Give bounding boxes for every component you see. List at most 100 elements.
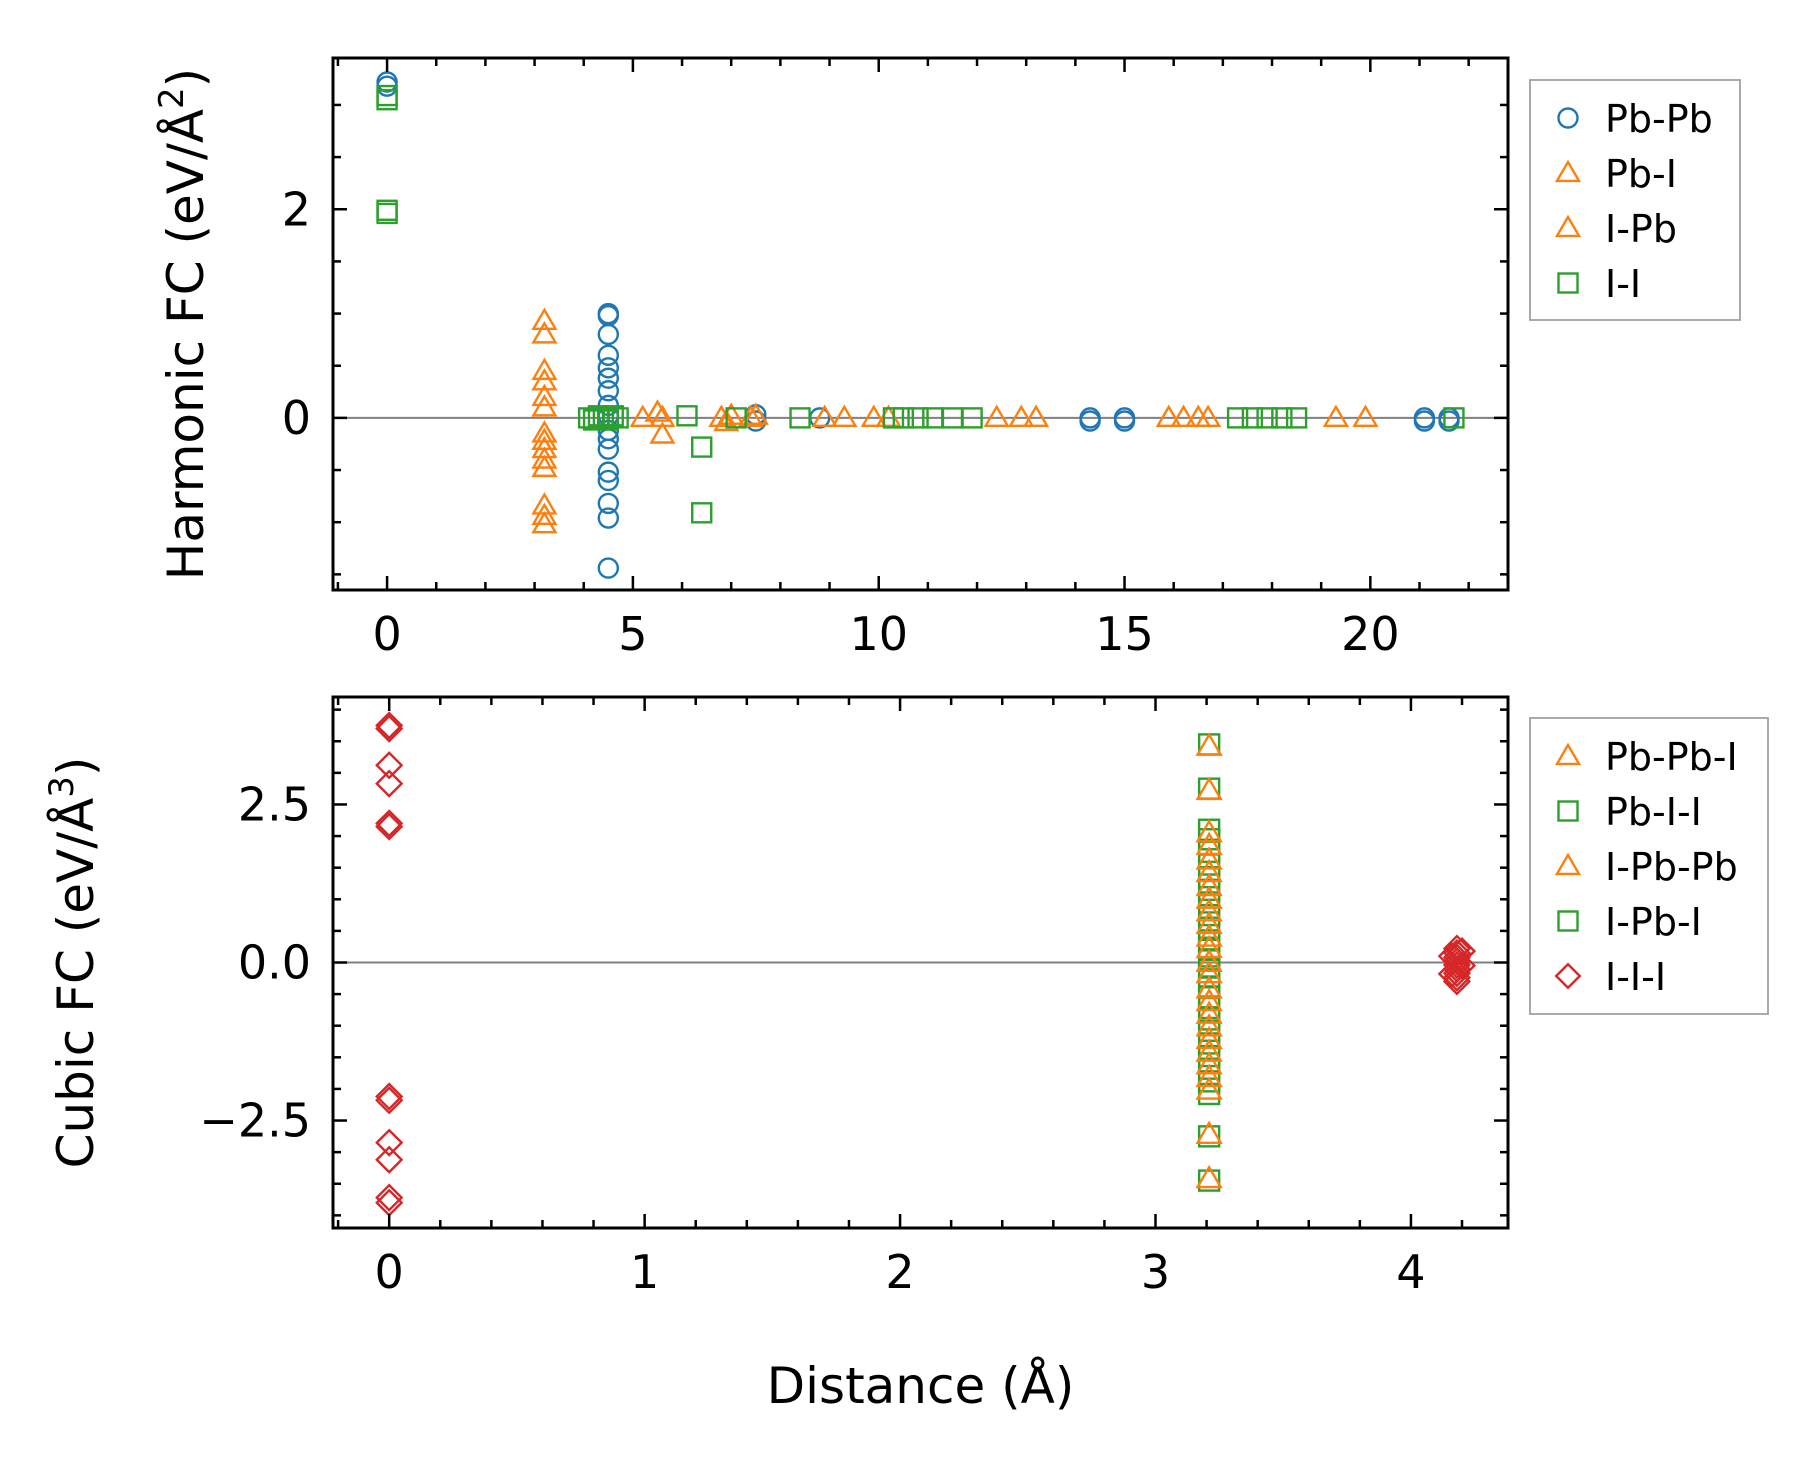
data-point-square [376,202,398,225]
legend-entry-label: Pb-Pb-I [1605,735,1738,779]
data-point-triangle [1195,959,1223,984]
data-point-circle [597,323,620,346]
data-point-circle [376,71,398,93]
data-point-diamond [375,711,404,740]
data-point-triangle [1195,831,1223,856]
data-point-triangle [1195,818,1223,843]
x-tick-label: 15 [1095,607,1154,661]
data-point-square [1197,1169,1221,1192]
x-tick-label: 20 [1341,607,1400,661]
legend-entry-label: Pb-I-I [1605,790,1702,834]
data-point-square [691,502,713,524]
x-tick-label: 2 [885,1245,914,1299]
x-tick-labels: 0 1 2 3 4 [375,1245,1426,1299]
data-point-triangle [1194,404,1222,428]
data-point-triangle [1155,404,1182,428]
data-point-square [892,407,914,429]
x-tick-label: 5 [618,607,647,661]
y-axis-label: Cubic FC (eV/Å3) [42,757,105,1169]
legend-marker-triangle [1554,214,1582,238]
legend: Pb-Pb-I Pb-I-I I-Pb-Pb I-Pb-I I-I-I [1529,717,1769,1015]
y-tick-label: 0.0 [238,936,311,990]
data-point-triangle [531,502,558,526]
data-point-diamond [375,751,404,780]
data-point-triangle [531,510,558,534]
data-point-triangle [1195,846,1223,870]
data-point-triangle [531,394,558,417]
data-point-triangle [1195,1012,1223,1037]
data-point-square [1197,1125,1221,1148]
data-point-diamond [1437,959,1466,988]
data-point-triangle [1195,1038,1223,1062]
data-point-square [1256,407,1278,429]
data-point-triangle [1008,404,1035,428]
data-point-triangle [1195,1076,1223,1100]
data-point-triangle [1195,910,1223,935]
data-point-square [961,407,983,429]
data-point-circle [1113,410,1136,432]
data-point-triangle [531,420,558,443]
data-point-circle [597,344,620,366]
data-point-square [1226,407,1249,429]
y-tick-label: 2.5 [238,777,311,831]
data-point-triangle [531,383,558,407]
data-point-triangle [1195,1120,1223,1144]
x-tick-label: 4 [1396,1245,1425,1299]
y-axis-label-text: Harmonic FC (eV/Å [157,109,215,580]
cubic-fc-data-points [375,711,1477,1217]
data-point-diamond [375,769,404,798]
y-axis-label-close: ) [157,68,215,88]
y-tick-label: −2.5 [199,1094,311,1148]
legend-marker-triangle [1554,159,1582,183]
data-point-circle [597,367,620,389]
data-point-square [1241,407,1264,429]
axis-ticks [333,58,1508,590]
legend-marker-triangle [1554,852,1582,876]
harmonic-fc-panel: 0 5 10 15 20 02 Harmonic FC (eV/Å2) Pb-PbPb-… [152,56,1741,661]
data-point-square [607,407,629,429]
y-axis-label-close: ) [47,757,105,777]
data-point-triangle [1195,1164,1223,1189]
data-point-triangle [1195,1025,1223,1050]
data-point-triangle [1195,948,1223,973]
data-point-triangle [531,321,558,344]
data-point-circle [597,469,620,492]
data-point-square [1271,407,1293,429]
data-point-circle [597,461,620,483]
x-tick-label: 0 [372,607,401,661]
data-point-circle [597,380,620,402]
data-point-triangle [629,404,656,428]
legend: Pb-Pb Pb-I I-Pb I-I [1529,79,1741,321]
data-point-diamond [375,714,404,743]
x-tick-label: 3 [1141,1245,1170,1299]
data-point-triangle [811,404,838,428]
data-point-triangle [860,404,887,428]
plot-frame [331,56,1510,592]
data-point-diamond [375,1128,404,1157]
data-point-triangle [531,367,558,391]
legend-entry-label: I-I-I [1605,955,1666,999]
data-point-diamond [375,1086,404,1115]
data-point-triangle [1195,1063,1223,1088]
y-tick-labels: 02 [282,182,311,445]
data-point-circle [1413,410,1436,432]
y-axis-label-text: Cubic FC (eV/Å [47,798,105,1169]
data-point-circle [597,507,620,529]
data-point-triangle [1195,975,1223,999]
legend-marker-square [1557,272,1579,294]
y-axis-label-exponent: 3 [42,776,82,798]
data-point-triangle [742,402,769,425]
legend-marker-circle [1557,107,1579,129]
data-point-diamond [375,809,404,838]
data-point-triangle [1195,732,1223,756]
data-point-triangle [531,307,558,331]
data-point-square [1443,407,1465,429]
data-point-circle [1079,410,1101,432]
data-point-triangle [1195,923,1223,947]
legend-entry-label: Pb-Pb [1605,97,1713,141]
data-point-triangle [531,357,558,381]
data-point-triangle [531,446,558,469]
data-point-circle [597,438,620,460]
